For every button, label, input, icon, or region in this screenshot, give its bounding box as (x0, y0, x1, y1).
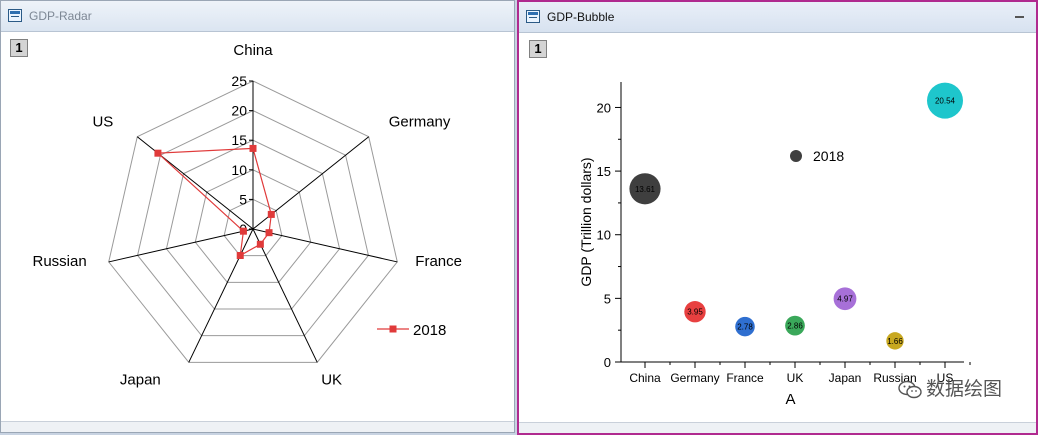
radar-legend-marker (389, 325, 397, 333)
radar-layer-tab[interactable]: 1 (10, 39, 28, 57)
bubble-y-axis-title: GDP (Trillion dollars) (578, 157, 594, 286)
bubble-data-label: 20.54 (935, 97, 956, 106)
bubble-x-tick-label: China (629, 371, 661, 385)
bubble-x-tick-label: Germany (670, 371, 719, 385)
radar-axis-label: France (415, 253, 462, 270)
bubble-marker (684, 301, 706, 323)
radar-window-title: GDP-Radar (29, 9, 92, 23)
bubble-marker (629, 173, 661, 205)
bubble-marker (785, 315, 805, 336)
bubble-data-label: 3.95 (687, 308, 703, 317)
bubble-data-label: 2.78 (737, 323, 753, 332)
radar-tick-label: 20 (231, 103, 247, 119)
radar-grid-ring (108, 80, 398, 363)
bubble-data-label: 4.97 (837, 295, 853, 304)
bubble-x-tick-label: France (726, 371, 764, 385)
bubble-layer-tab[interactable]: 1 (529, 40, 547, 58)
radar-grid-ring (194, 169, 312, 283)
radar-axis-label: UK (321, 371, 342, 388)
graph-window-icon (526, 10, 540, 23)
bubble-y-tick-label: 10 (597, 228, 611, 243)
bubble-window-bottom-strip (519, 422, 1036, 433)
radar-grid-ring (137, 110, 369, 337)
bubble-x-axis-title: A (785, 391, 795, 408)
radar-axis-label: Japan (120, 371, 161, 388)
radar-series-line (156, 147, 272, 257)
bubble-y-tick-label: 15 (597, 164, 611, 179)
radar-grid-ring (223, 198, 283, 257)
radar-data-marker (239, 227, 247, 235)
radar-axis-line (108, 228, 254, 263)
radar-data-marker (265, 229, 273, 237)
graph-window-icon (8, 9, 22, 22)
bubble-marker (833, 287, 857, 311)
watermark: 数据绘图 (898, 374, 1002, 401)
radar-axis-label: US (92, 114, 113, 131)
bubble-window-titlebar[interactable]: GDP-Bubble (519, 2, 1036, 33)
radar-data-marker (256, 240, 264, 248)
bubble-marker (927, 82, 963, 119)
radar-grid-ring (165, 139, 341, 310)
bubble-data-label: 13.61 (635, 185, 656, 194)
bubble-y-tick-label: 20 (597, 100, 611, 115)
radar-chart: 0510152025ChinaGermanyFranceUKJapanRussi… (33, 42, 462, 388)
radar-data-marker (236, 252, 244, 260)
radar-tick-label: 15 (231, 132, 247, 148)
bubble-marker (886, 332, 904, 350)
radar-axis-line (252, 228, 318, 363)
radar-tick-label: 10 (231, 162, 247, 178)
radar-axis-line (188, 228, 254, 363)
radar-legend-label: 2018 (413, 322, 446, 339)
radar-axis-line (252, 228, 398, 263)
bubble-x-tick-label: Japan (829, 371, 862, 385)
bubble-x-tick-label: US (937, 371, 954, 385)
bubble-x-tick-label: UK (787, 371, 804, 385)
radar-axis-label: China (233, 42, 273, 59)
radar-tick-label: 25 (231, 73, 247, 89)
bubble-marker (735, 316, 755, 337)
radar-data-marker (249, 144, 257, 152)
bubble-y-tick-label: 5 (604, 291, 611, 306)
bubble-legend-label: 2018 (813, 148, 844, 164)
wechat-icon (898, 380, 922, 399)
bubble-legend-marker (790, 150, 802, 162)
radar-data-marker (154, 149, 162, 157)
radar-axis-label: Germany (389, 114, 451, 131)
bubble-data-label: 1.66 (887, 337, 903, 346)
radar-graph-window[interactable]: GDP-Radar 1 0510152025ChinaGermanyFrance… (0, 0, 515, 433)
radar-axis-label: Russian (33, 253, 87, 270)
watermark-text: 数据绘图 (925, 379, 1002, 400)
bubble-window-title: GDP-Bubble (547, 10, 615, 24)
radar-window-bottom-strip (1, 421, 514, 432)
bubble-y-tick-label: 0 (604, 355, 611, 370)
bubble-graph-window[interactable]: GDP-Bubble 1 0 5 10 15 20 China Germany France U… (517, 0, 1038, 435)
bubble-data-label: 2.86 (787, 322, 803, 331)
radar-window-titlebar[interactable]: GDP-Radar (1, 1, 514, 32)
radar-tick-label: 5 (239, 191, 247, 207)
radar-data-marker (267, 210, 275, 218)
minimize-icon[interactable] (1012, 8, 1028, 22)
